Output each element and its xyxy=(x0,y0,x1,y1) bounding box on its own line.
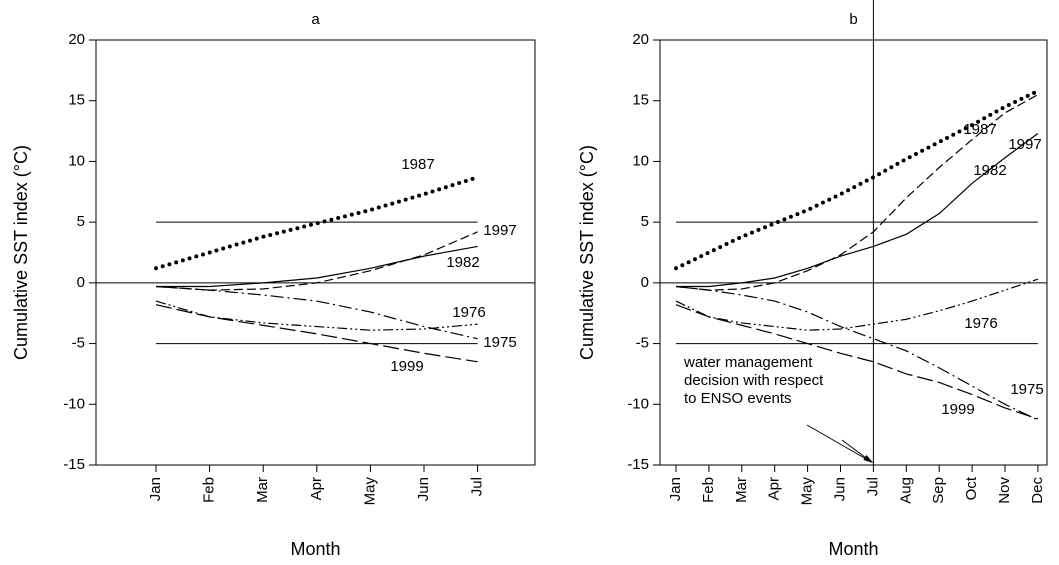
x-tick-label: Jan xyxy=(147,477,164,501)
x-tick-label: Apr xyxy=(766,477,783,500)
series-line xyxy=(675,285,1039,421)
annotation-text: to ENSO events xyxy=(684,390,792,407)
x-tick-label: Sep xyxy=(930,477,947,504)
series-label: 1999 xyxy=(390,358,423,375)
y-tick-label: -10 xyxy=(627,395,649,412)
x-tick-label: Dec xyxy=(1029,477,1046,504)
x-tick-label: Feb xyxy=(700,477,717,503)
arrow-head xyxy=(863,455,874,463)
x-tick-label: Apr xyxy=(308,477,325,500)
series-label: 1982 xyxy=(973,162,1006,179)
series-label: 1987 xyxy=(401,156,434,173)
x-tick-label: Jul xyxy=(469,477,486,496)
y-tick-label: 0 xyxy=(641,274,649,291)
y-axis-label: Cumulative SST index (°C) xyxy=(577,145,597,360)
series-line xyxy=(155,285,478,340)
y-tick-label: -10 xyxy=(63,395,85,412)
y-tick-label: 15 xyxy=(632,92,649,109)
y-tick-label: 10 xyxy=(632,152,649,169)
x-axis-label: Month xyxy=(828,539,878,559)
series-line xyxy=(675,278,1039,331)
y-axis-label: Cumulative SST index (°C) xyxy=(11,145,31,360)
y-tick-label: 10 xyxy=(68,152,85,169)
series-label: 1997 xyxy=(483,222,516,239)
x-tick-label: Jan xyxy=(667,477,684,501)
x-tick-label: Aug xyxy=(897,477,914,504)
y-tick-label: -15 xyxy=(627,456,649,473)
series-line xyxy=(155,304,478,363)
x-tick-label: Oct xyxy=(963,476,980,500)
y-tick-label: 0 xyxy=(77,274,85,291)
series-label: 1997 xyxy=(1008,136,1041,153)
annotation-text: decision with respect xyxy=(684,372,824,389)
y-tick-label: 20 xyxy=(632,31,649,48)
series-label: 1975 xyxy=(1010,381,1043,398)
x-tick-label: Jul xyxy=(864,477,881,496)
series-label: 1976 xyxy=(964,315,997,332)
annotation-arrow xyxy=(806,424,872,463)
series-label: 1976 xyxy=(452,304,485,321)
y-tick-label: 5 xyxy=(641,213,649,230)
plot-frame xyxy=(659,39,1048,466)
series-line xyxy=(675,94,1039,291)
annotation-text: water management xyxy=(683,354,813,371)
x-tick-label: May xyxy=(361,477,378,506)
series-line xyxy=(674,89,1040,271)
y-tick-label: 20 xyxy=(68,31,85,48)
x-axis-label: Month xyxy=(290,539,340,559)
series-label: 1999 xyxy=(941,401,974,418)
series-line xyxy=(675,304,1039,420)
y-tick-label: -15 xyxy=(63,456,85,473)
chart-title: b xyxy=(849,11,857,28)
series-line xyxy=(154,175,480,271)
y-tick-label: 15 xyxy=(68,92,85,109)
x-tick-label: Jun xyxy=(415,477,432,501)
series-label: 1982 xyxy=(446,254,479,271)
x-tick-label: Mar xyxy=(733,477,750,503)
y-tick-label: 5 xyxy=(77,213,85,230)
x-tick-label: Mar xyxy=(254,477,271,503)
y-tick-label: -5 xyxy=(636,335,649,352)
plot-frame xyxy=(95,39,536,466)
series-line xyxy=(676,133,1039,288)
x-tick-label: Jun xyxy=(831,477,848,501)
x-tick-label: May xyxy=(799,477,816,506)
chart-title: a xyxy=(311,11,320,28)
x-tick-label: Nov xyxy=(996,477,1013,504)
series-line xyxy=(155,231,478,291)
series-label: 1975 xyxy=(483,334,516,351)
y-tick-label: -5 xyxy=(72,335,85,352)
series-line xyxy=(156,245,478,288)
series-label: 1987 xyxy=(963,121,996,138)
x-tick-label: Feb xyxy=(201,477,218,503)
